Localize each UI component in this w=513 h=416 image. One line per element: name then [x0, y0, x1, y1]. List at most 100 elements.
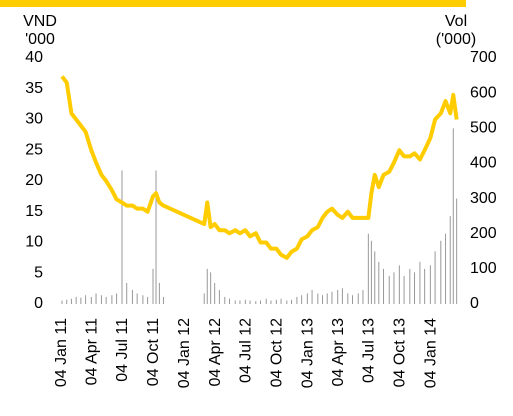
volume-bar	[291, 299, 293, 304]
y-tick-label: 35	[25, 80, 43, 97]
y2-tick-label: 400	[470, 155, 497, 172]
volume-bar	[155, 170, 157, 304]
volume-bar	[244, 299, 246, 304]
y2-axis-label: Vol	[445, 13, 467, 30]
y2-axis-label: ('000)	[436, 31, 476, 48]
volume-bar	[255, 301, 257, 304]
volume-bar	[239, 300, 241, 304]
volume-bar	[85, 295, 87, 304]
volume-bar	[337, 289, 339, 304]
x-tick-label: 04 Jan 12	[176, 318, 193, 388]
volume-bar	[158, 282, 160, 304]
volume-bar	[203, 293, 205, 304]
volume-bar	[452, 128, 454, 304]
volume-bar	[131, 289, 133, 304]
y-axis-label: '000	[25, 31, 55, 48]
volume-bar	[136, 293, 138, 304]
volume-bar	[105, 296, 107, 304]
volume-bar	[228, 298, 230, 304]
volume-bar	[409, 268, 411, 304]
volume-bar	[280, 298, 282, 304]
volume-bar	[152, 268, 154, 304]
x-tick-label: 04 Apr 13	[330, 318, 347, 387]
x-tick-label: 04 Jan 13	[300, 318, 317, 388]
volume-bar	[260, 300, 262, 304]
y-tick-label: 20	[25, 172, 43, 189]
volume-bar	[214, 282, 216, 304]
volume-bar	[80, 297, 82, 304]
volume-bar	[326, 293, 328, 304]
volume-bar	[429, 265, 431, 304]
x-tick-label: 04 Jul 12	[238, 318, 255, 383]
x-tick-label: 04 Oct 13	[392, 318, 409, 387]
volume-bar	[456, 198, 458, 304]
volume-bar	[70, 298, 72, 304]
volume-bar	[449, 216, 451, 304]
y2-tick-label: 100	[470, 260, 497, 277]
title-strip	[0, 0, 466, 7]
volume-bar	[357, 293, 359, 304]
volume-bar	[111, 295, 113, 304]
volume-bar	[66, 299, 68, 304]
y2-tick-label: 500	[470, 120, 497, 137]
volume-bar	[147, 296, 149, 304]
volume-bar	[286, 300, 288, 304]
volume-bar	[322, 295, 324, 304]
x-tick-label: 04 Apr 11	[84, 318, 101, 385]
y-axis-label: VND	[23, 13, 57, 30]
y2-tick-label: 700	[470, 49, 497, 66]
volume-bar	[121, 170, 123, 304]
volume-bar	[311, 289, 313, 304]
price-line	[60, 75, 459, 260]
y-tick-label: 15	[25, 203, 43, 220]
volume-bar	[434, 251, 436, 304]
volume-bar	[352, 295, 354, 304]
x-tick-label: 04 Jan 14	[423, 318, 440, 388]
volume-bar	[378, 261, 380, 304]
y-tick-label: 25	[25, 141, 43, 158]
volume-bar	[162, 296, 164, 304]
y-tick-label: 5	[34, 264, 43, 281]
volume-bar	[210, 272, 212, 304]
volume-bar	[234, 300, 236, 304]
volume-bar	[116, 293, 118, 304]
volume-bar	[374, 251, 376, 304]
volume-bar	[370, 240, 372, 304]
volume-bar	[367, 233, 369, 304]
volume-bar	[306, 293, 308, 304]
volume-bar	[61, 300, 63, 304]
volume-bar	[142, 295, 144, 304]
x-tick-label: 04 Oct 11	[145, 318, 162, 386]
volume-bar	[265, 298, 267, 304]
volume-bar	[419, 261, 421, 304]
volume-bar	[362, 289, 364, 304]
volume-bar	[206, 268, 208, 304]
y2-tick-label: 600	[470, 84, 497, 101]
volume-bar	[218, 289, 220, 304]
volume-bar	[440, 240, 442, 304]
y-tick-label: 0	[34, 295, 43, 312]
x-tick-label: 04 Apr 12	[207, 318, 224, 387]
volume-bar	[445, 233, 447, 304]
volume-bar	[347, 293, 349, 304]
y-tick-label: 40	[25, 49, 43, 66]
volume-bar	[75, 296, 77, 304]
x-tick-label: 04 Jul 13	[361, 318, 378, 383]
volume-bar	[414, 272, 416, 304]
y2-tick-label: 0	[470, 295, 479, 312]
y2-tick-label: 300	[470, 190, 497, 207]
y-tick-label: 30	[25, 111, 43, 128]
volume-bar	[100, 295, 102, 304]
volume-bar	[398, 265, 400, 304]
volume-bar	[424, 268, 426, 304]
y-tick-label: 10	[25, 234, 43, 251]
volume-bar	[393, 272, 395, 304]
volume-bar	[388, 275, 390, 304]
volume-bar	[341, 288, 343, 304]
volume-bar	[296, 296, 298, 304]
x-tick-label: 04 Jan 11	[53, 318, 70, 387]
volume-bar	[403, 275, 405, 304]
x-tick-label: 04 Oct 12	[269, 318, 286, 387]
y2-tick-label: 200	[470, 225, 497, 242]
